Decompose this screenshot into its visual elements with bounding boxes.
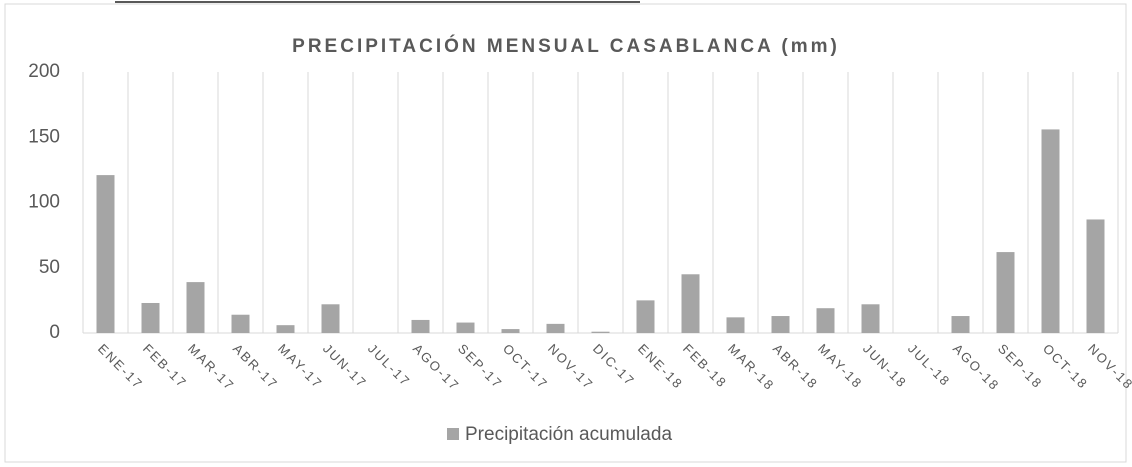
bar [96, 175, 115, 333]
bar [456, 322, 475, 333]
bar [591, 331, 610, 333]
bar [276, 325, 295, 333]
bar [321, 304, 340, 333]
bar [501, 329, 520, 333]
legend-label: Precipitación acumulada [465, 424, 672, 445]
chart-border [4, 3, 1127, 463]
legend-swatch [447, 428, 459, 440]
bar [141, 302, 160, 333]
bar [951, 316, 970, 333]
chart-title: PRECIPITACIÓN MENSUAL CASABLANCA (mm) [292, 35, 840, 57]
bar [816, 308, 835, 333]
bar [996, 252, 1015, 333]
bar [231, 314, 250, 333]
bar [411, 319, 430, 333]
bar [1086, 219, 1105, 333]
bar [771, 316, 790, 333]
y-tick-label: 200 [28, 61, 60, 82]
bar [186, 282, 205, 333]
y-tick-label: 150 [28, 126, 60, 147]
y-tick-label: 100 [28, 192, 60, 213]
bar [681, 274, 700, 333]
bar [636, 300, 655, 333]
bar [726, 317, 745, 333]
y-tick-label: 50 [39, 257, 60, 278]
bar [1041, 129, 1060, 333]
bar [861, 304, 880, 333]
y-tick-label: 0 [49, 322, 60, 343]
bar [546, 323, 565, 333]
